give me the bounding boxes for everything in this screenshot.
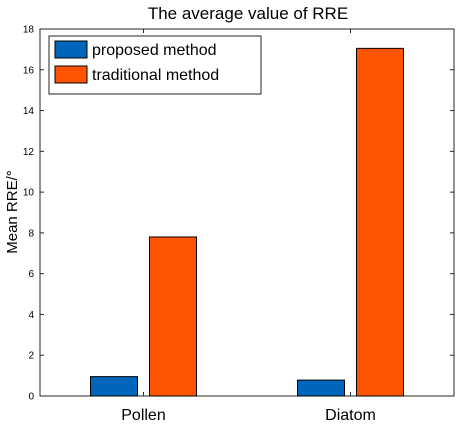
y-tick-label: 4 — [28, 310, 34, 321]
legend-entries: proposed method traditional method — [54, 40, 219, 84]
legend-label: proposed method — [92, 42, 217, 59]
y-axis-label: Mean RRE/° — [4, 170, 21, 254]
bar-pollen-traditional — [149, 236, 197, 397]
bars-layer — [90, 47, 404, 397]
x-axis-categories: Pollen Diatom — [121, 29, 376, 424]
chart-title: The average value of RRE — [148, 4, 348, 23]
y-tick-label: 10 — [23, 188, 35, 199]
y-tick-label: 12 — [23, 147, 35, 158]
y-tick-label: 16 — [23, 65, 35, 76]
y-tick-label: 14 — [23, 106, 35, 117]
y-tick-label: 2 — [28, 351, 34, 362]
legend-swatch — [54, 65, 88, 84]
legend-swatch — [54, 40, 88, 59]
plot-frame — [39, 28, 455, 397]
bar-pollen-proposed — [90, 376, 138, 397]
bar-diatom-traditional — [356, 47, 404, 397]
x-category-label: Diatom — [325, 407, 376, 424]
legend: proposed method traditional method — [48, 35, 262, 95]
y-tick-label: 0 — [28, 392, 34, 403]
y-axis-ticks: 0 2 4 6 8 10 12 14 16 18 — [23, 25, 454, 403]
y-tick-label: 8 — [28, 228, 34, 239]
legend-label: traditional method — [92, 67, 219, 84]
x-category-label: Pollen — [121, 407, 165, 424]
y-tick-label: 18 — [23, 25, 35, 36]
y-tick-label: 6 — [28, 269, 34, 280]
bar-diatom-proposed — [297, 379, 345, 397]
